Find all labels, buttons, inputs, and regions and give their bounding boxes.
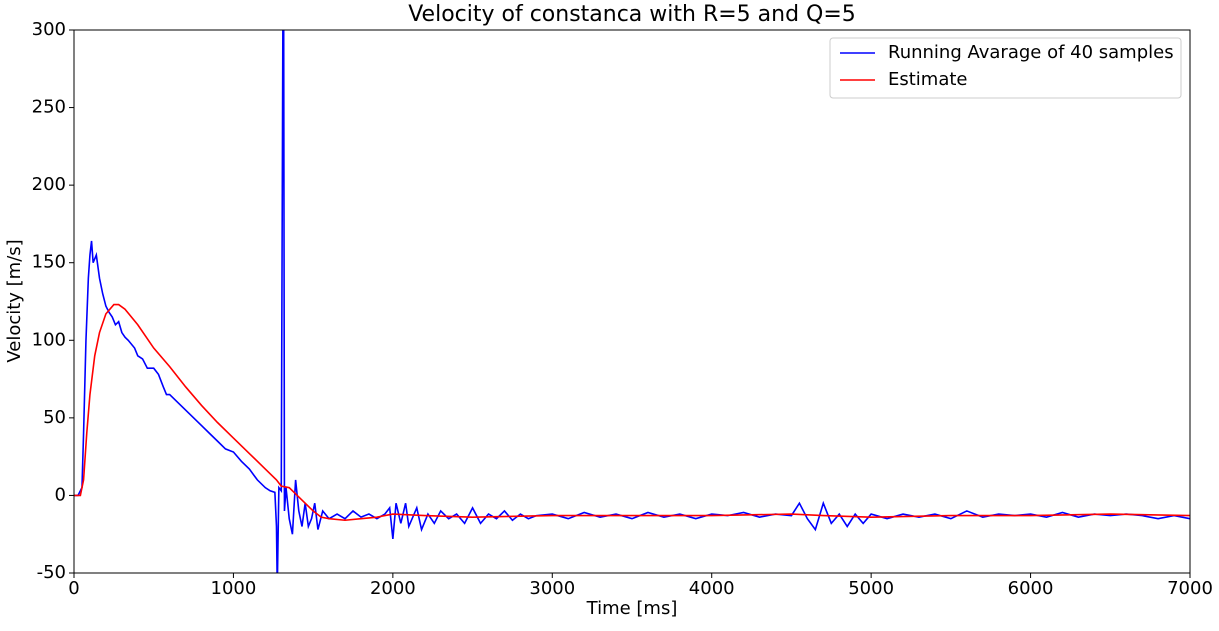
legend-label: Estimate bbox=[888, 69, 968, 90]
y-axis-label: Velocity [m/s] bbox=[4, 239, 25, 362]
y-tick-label: 100 bbox=[32, 329, 66, 350]
chart-title: Velocity of constanca with R=5 and Q=5 bbox=[408, 2, 856, 27]
plot-area bbox=[74, 30, 1190, 573]
x-axis-label: Time [ms] bbox=[586, 598, 678, 619]
y-tick-label: 150 bbox=[32, 252, 66, 273]
y-tick-label: -50 bbox=[37, 562, 66, 583]
plot-frame bbox=[73, 29, 1191, 574]
y-tick-label: 0 bbox=[55, 484, 66, 505]
series-line bbox=[74, 303, 1190, 522]
series-line bbox=[74, 30, 1190, 573]
x-tick-label: 3000 bbox=[529, 578, 575, 599]
y-tick-label: 200 bbox=[32, 174, 66, 195]
x-tick-label: 2000 bbox=[370, 578, 416, 599]
x-tick-label: 1000 bbox=[211, 578, 257, 599]
legend-label: Running Avarage of 40 samples bbox=[888, 42, 1174, 63]
x-tick-label: 4000 bbox=[689, 578, 735, 599]
y-tick-label: 300 bbox=[32, 19, 66, 40]
legend-box bbox=[829, 37, 1182, 99]
x-tick-label: 5000 bbox=[848, 578, 894, 599]
y-tick-label: 50 bbox=[43, 407, 66, 428]
x-tick-label: 7000 bbox=[1167, 578, 1213, 599]
y-tick-label: 250 bbox=[32, 97, 66, 118]
x-tick-label: 6000 bbox=[1008, 578, 1054, 599]
x-tick-label: 0 bbox=[68, 578, 79, 599]
